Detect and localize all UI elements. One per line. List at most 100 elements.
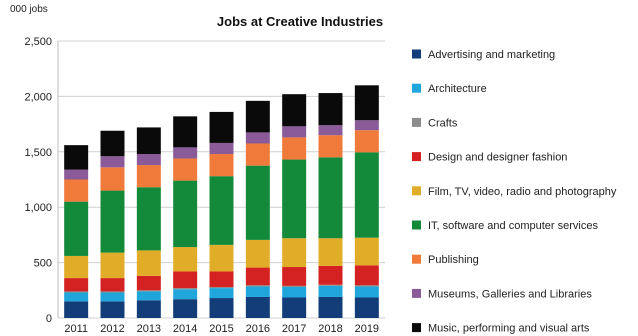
bar-segment-5-8 [245, 100, 270, 133]
x-tick-label: 2016 [246, 323, 270, 335]
x-tick-label: 2011 [64, 323, 88, 335]
bar-segment-8-8 [354, 85, 379, 121]
legend-swatch [412, 323, 421, 333]
bar-segment-3-8 [173, 116, 198, 148]
bar-segment-5-4 [245, 239, 270, 268]
bar-segment-8-2 [354, 285, 379, 287]
bar-segment-2-0 [136, 300, 161, 318]
bar-segment-1-5 [100, 190, 125, 253]
legend-label: Architecture [428, 83, 487, 95]
legend-label: Music, performing and visual arts [428, 323, 590, 335]
bar-segment-7-3 [318, 265, 343, 285]
legend-label: Publishing [428, 254, 479, 266]
bars [64, 85, 379, 318]
bar-segment-1-1 [100, 292, 125, 302]
bar-segment-3-5 [173, 180, 198, 248]
bar-segment-5-3 [245, 267, 270, 286]
bar-segment-4-7 [209, 142, 234, 155]
legend-swatch [412, 254, 421, 264]
bar-segment-3-2 [173, 288, 198, 290]
legend-swatch [412, 152, 421, 162]
bar-segment-7-6 [318, 135, 343, 158]
bar-segment-4-0 [209, 298, 234, 318]
bar-segment-1-3 [100, 278, 125, 292]
bar-segment-5-5 [245, 165, 270, 240]
bar-segment-7-5 [318, 157, 343, 239]
y-tick-label: 1,000 [24, 202, 52, 214]
legend-swatch [412, 117, 421, 127]
bar-segment-3-1 [173, 289, 198, 300]
bar-segment-6-8 [282, 94, 307, 127]
legend-swatch [412, 83, 421, 93]
bar-segment-6-1 [282, 286, 307, 298]
y-tick-label: 2,500 [24, 36, 52, 48]
bar-segment-0-7 [64, 169, 89, 180]
bar-segment-2-3 [136, 275, 161, 291]
bar-segment-0-3 [64, 278, 89, 292]
bar-segment-2-5 [136, 187, 161, 251]
bar-segment-0-8 [64, 145, 89, 170]
bar-segment-4-3 [209, 271, 234, 287]
unit-label: 000 jobs [10, 4, 48, 15]
x-tick-label: 2019 [355, 323, 379, 335]
x-tick-label: 2012 [100, 323, 124, 335]
y-tick-label: 1,500 [24, 147, 52, 159]
bar-segment-8-0 [354, 297, 379, 318]
legend: Advertising and marketing Architecture Cra… [412, 49, 617, 335]
bar-segment-6-4 [282, 238, 307, 268]
y-tick-label: 2,000 [24, 91, 52, 103]
legend-label: Design and designer fashion [428, 152, 567, 164]
bar-segment-4-5 [209, 176, 234, 245]
bar-segment-4-8 [209, 111, 234, 143]
bar-segment-1-7 [100, 156, 125, 168]
bar-segment-8-7 [354, 120, 379, 131]
y-tick-label: 0 [46, 313, 52, 325]
y-axis: 0 500 1,000 1,500 2,000 2,500 [24, 36, 59, 325]
legend-swatch [412, 49, 421, 59]
bar-segment-3-3 [173, 271, 198, 289]
bar-segment-2-8 [136, 127, 161, 155]
x-tick-label: 2015 [209, 323, 233, 335]
legend-swatch [412, 186, 421, 196]
legend-label: Museums, Galleries and Libraries [428, 288, 592, 300]
bar-segment-0-5 [64, 201, 89, 256]
y-tick-label: 500 [34, 258, 52, 270]
legend-swatch [412, 288, 421, 298]
bar-segment-0-4 [64, 255, 89, 279]
x-axis: 2011 2012 2013 2014 2015 2016 2017 2018 2019 [64, 323, 379, 335]
bar-segment-6-7 [282, 126, 307, 138]
bar-segment-6-0 [282, 297, 307, 318]
bar-segment-5-0 [245, 296, 270, 318]
bar-segment-0-1 [64, 292, 89, 302]
bar-segment-2-2 [136, 290, 161, 292]
bar-segment-4-6 [209, 154, 234, 177]
bar-segment-4-4 [209, 244, 234, 272]
bar-segment-7-7 [318, 125, 343, 136]
bar-segment-3-4 [173, 247, 198, 272]
bar-segment-8-5 [354, 152, 379, 238]
bar-segment-7-2 [318, 284, 343, 286]
bar-segment-2-6 [136, 165, 161, 188]
bar-segment-2-4 [136, 250, 161, 276]
legend-label: IT, software and computer services [428, 220, 598, 232]
bar-segment-0-6 [64, 179, 89, 202]
bar-segment-3-0 [173, 299, 198, 318]
chart-title: Jobs at Creative Industries [217, 14, 383, 29]
bar-segment-7-4 [318, 238, 343, 266]
legend-swatch [412, 220, 421, 230]
bar-segment-8-1 [354, 286, 379, 298]
bar-segment-3-6 [173, 158, 198, 181]
bar-segment-5-7 [245, 132, 270, 144]
bar-segment-6-2 [282, 285, 307, 287]
bar-segment-8-4 [354, 237, 379, 266]
bar-segment-8-3 [354, 265, 379, 286]
bar-segment-1-0 [100, 301, 125, 318]
x-tick-label: 2014 [173, 323, 197, 335]
bar-segment-5-1 [245, 286, 270, 297]
bar-segment-7-8 [318, 93, 343, 126]
bar-segment-1-6 [100, 167, 125, 191]
bar-segment-1-2 [100, 291, 125, 293]
bar-segment-3-7 [173, 147, 198, 159]
bar-segment-0-2 [64, 291, 89, 293]
